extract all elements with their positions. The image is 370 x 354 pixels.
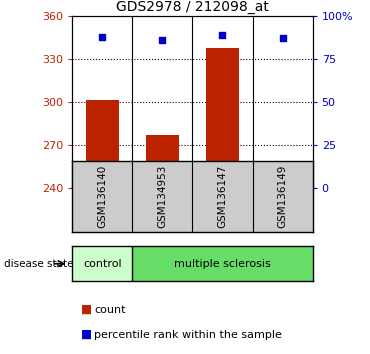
Text: count: count: [94, 305, 126, 315]
Bar: [132, 246, 313, 281]
Point: [99, 34, 105, 39]
Bar: [266, 184, 299, 188]
Bar: [206, 48, 239, 188]
Text: control: control: [83, 259, 121, 269]
Text: ■: ■: [81, 303, 92, 316]
Title: GDS2978 / 212098_at: GDS2978 / 212098_at: [116, 0, 269, 13]
Text: percentile rank within the sample: percentile rank within the sample: [94, 330, 282, 339]
Text: GSM136147: GSM136147: [218, 165, 228, 228]
Text: GSM134953: GSM134953: [157, 165, 167, 228]
Point: [159, 37, 165, 43]
Bar: [72, 246, 132, 281]
Point: [280, 35, 286, 41]
Point: [219, 32, 225, 38]
Bar: [86, 99, 119, 188]
Text: ■: ■: [81, 328, 92, 341]
Text: GSM136140: GSM136140: [97, 165, 107, 228]
Text: multiple sclerosis: multiple sclerosis: [174, 259, 271, 269]
Text: GSM136149: GSM136149: [278, 165, 287, 228]
Bar: [146, 135, 179, 188]
Text: disease state: disease state: [4, 259, 73, 269]
